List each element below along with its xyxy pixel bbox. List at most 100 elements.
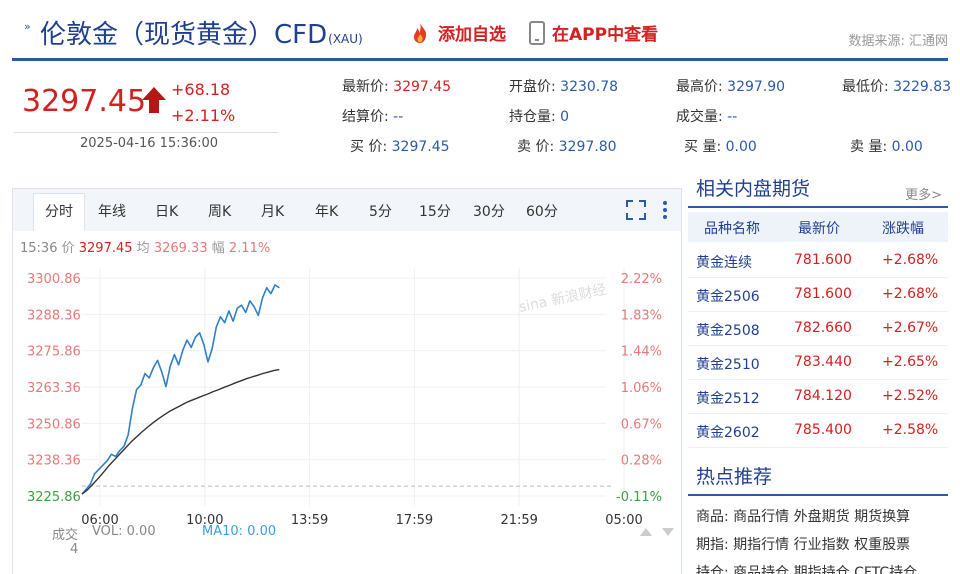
stat-label: 持仓量: (509, 109, 556, 125)
chart-grid (82, 268, 625, 506)
y-axis-percent-ticks: 2.22% 1.83% 1.44% 1.06% 0.67% 0.28% -0.11% (616, 272, 662, 505)
chart-series (81, 284, 280, 495)
y-tick-label: 3250.86 (27, 417, 81, 432)
price-divider (14, 132, 278, 133)
phone-icon (529, 20, 545, 45)
add-watch-button[interactable]: 添加自选 (408, 20, 506, 45)
stat-settle: 结算价: -- (342, 106, 403, 126)
y-percent-tick-label: 1.06% (621, 381, 662, 396)
table-row[interactable]: 黄金2506 781.600 +2.68% (688, 278, 948, 312)
last-price: 3297.45 (22, 84, 147, 119)
row-change: +2.52% (882, 388, 939, 404)
y-tick-label: 3238.36 (27, 454, 81, 469)
view-in-app-button[interactable]: 在APP中查看 (528, 20, 658, 45)
stat-value: 3297.80 (558, 139, 617, 155)
stat-label: 买 价: (350, 139, 388, 155)
hot-link[interactable]: 商品行情 (733, 509, 790, 525)
hot-link[interactable]: 商品持仓 (733, 565, 790, 574)
col-change: 涨跌幅 (882, 221, 924, 237)
stat-value: 3297.45 (393, 79, 452, 95)
more-link[interactable]: 更多> (905, 188, 942, 203)
tab-daily-k[interactable]: 日K (155, 204, 179, 220)
row-last: 783.440 (794, 354, 852, 370)
fullscreen-icon[interactable] (625, 199, 647, 221)
x-tick-label: 06:00 (81, 513, 118, 528)
y-percent-tick-label: 1.44% (621, 345, 662, 360)
chart-panel: 分时 年线 日K 周K 月K 年K 5分 15分 30分 60分 (12, 188, 682, 574)
hot-key: 期指: (696, 537, 729, 553)
tab-15min[interactable]: 15分 (419, 204, 451, 220)
stat-label: 买 量: (684, 139, 722, 155)
table-row[interactable]: 黄金2508 782.660 +2.67% (688, 312, 948, 346)
tab-monthly-k[interactable]: 月K (261, 204, 285, 220)
stat-value: 3230.78 (560, 79, 619, 95)
hot-row-commodities: 商品: 商品行情 外盘期货 期货换算 (696, 506, 910, 526)
futures-table-header: 品种名称 最新价 涨跌幅 (688, 212, 948, 242)
hot-link[interactable]: 行业指数 (793, 537, 850, 553)
volume-vol: VOL: 0.00 (92, 524, 156, 539)
hot-link[interactable]: 期指行情 (733, 537, 790, 553)
hot-link[interactable]: CFTC持仓 (854, 565, 918, 574)
y-tick-label: 3225.86 (27, 490, 81, 505)
tab-intraday[interactable]: 分时 (33, 193, 85, 231)
instrument-code: (XAU) (328, 32, 363, 46)
stat-label: 成交量: (676, 109, 723, 125)
row-last: 785.400 (794, 422, 852, 438)
tab-year-line[interactable]: 年线 (98, 204, 126, 220)
x-axis-ticks: 06:00 10:00 13:59 17:59 21:59 05:00 (81, 513, 642, 528)
volume-ma10: MA10: 0.00 (202, 524, 277, 539)
x-tick-label: 10:00 (186, 513, 223, 528)
row-name: 黄金2508 (696, 323, 760, 339)
table-row[interactable]: 黄金2602 785.400 +2.58% (688, 414, 948, 448)
info-time: 15:36 (20, 241, 58, 256)
hot-link[interactable]: 权重股票 (854, 537, 911, 553)
stat-ask: 卖 价: 3297.80 (517, 136, 617, 156)
chart-tabbar: 分时 年线 日K 周K 月K 年K 5分 15分 30分 60分 (13, 189, 681, 231)
y-tick-label: 3300.86 (27, 272, 81, 287)
tab-60min[interactable]: 60分 (526, 204, 558, 220)
more-options-icon[interactable] (661, 199, 669, 221)
row-name: 黄金2510 (696, 357, 760, 373)
instrument-title-text: 伦敦金（现货黄金）CFD (40, 20, 328, 50)
table-row[interactable]: 黄金连续 781.600 +2.68% (688, 244, 948, 278)
y-tick-label: 3263.36 (27, 381, 81, 396)
quote-timestamp: 2025-04-16 15:36:00 (80, 136, 219, 151)
average-line (81, 368, 280, 495)
intraday-chart[interactable]: sina 新浪财经 3300.86 3288.36 3275.86 3263.36 32… (0, 0, 682, 574)
y-percent-tick-label: 1.83% (621, 308, 662, 323)
info-amp-label: 幅 (211, 241, 225, 256)
row-change: +2.67% (882, 320, 939, 336)
x-tick-label: 21:59 (500, 513, 537, 528)
stat-bid-size: 买 量: 0.00 (684, 136, 757, 156)
side-divider (688, 206, 948, 208)
table-row[interactable]: 黄金2510 783.440 +2.65% (688, 346, 948, 380)
table-row[interactable]: 黄金2512 784.120 +2.52% (688, 380, 948, 414)
tab-weekly-k[interactable]: 周K (208, 204, 232, 220)
col-name: 品种名称 (704, 221, 760, 237)
x-tick-label: 05:00 (605, 513, 642, 528)
row-change: +2.68% (882, 286, 939, 302)
info-price: 3297.45 (78, 241, 133, 256)
hot-row-index-futures: 期指: 期指行情 行业指数 权重股票 (696, 534, 910, 554)
hot-link[interactable]: 期指持仓 (793, 565, 850, 574)
y-percent-tick-label: 0.67% (621, 417, 662, 432)
stat-last-price: 最新价: 3297.45 (342, 76, 451, 96)
stat-value: 0 (560, 109, 570, 125)
scroll-down-icon[interactable] (662, 528, 674, 536)
hot-key: 商品: (696, 509, 729, 525)
tab-yearly-k[interactable]: 年K (315, 204, 339, 220)
stat-value: 0.00 (891, 139, 923, 155)
tab-5min[interactable]: 5分 (369, 204, 392, 220)
row-name: 黄金连续 (696, 255, 752, 271)
tab-30min[interactable]: 30分 (473, 204, 505, 220)
instrument-title: 伦敦金（现货黄金）CFD(XAU) (40, 14, 363, 51)
y-percent-tick-label: 0.28% (621, 454, 662, 469)
row-last: 781.600 (794, 286, 852, 302)
y-axis-ticks: 3300.86 3288.36 3275.86 3263.36 3250.86 3238.… (27, 272, 81, 505)
hot-link[interactable]: 期货换算 (854, 509, 911, 525)
up-arrow-icon (142, 87, 166, 113)
scroll-up-icon[interactable] (640, 528, 652, 536)
hot-link[interactable]: 外盘期货 (793, 509, 850, 525)
stat-label: 卖 量: (850, 139, 888, 155)
volume-count: 4 (70, 542, 79, 557)
